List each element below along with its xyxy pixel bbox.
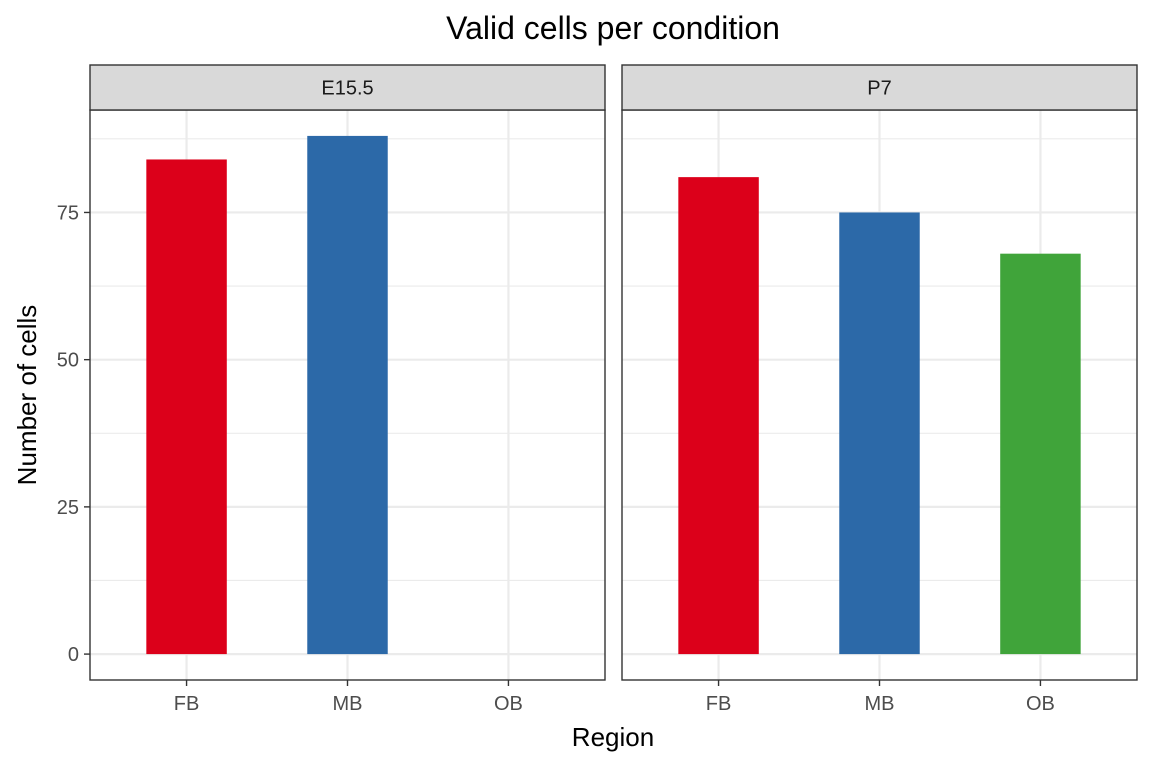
facet-panels: E15.5 FB MB OB P7 FB MB OB (89, 64, 1138, 715)
bar-P7-FB (678, 177, 759, 655)
bar-P7-OB (1000, 253, 1081, 655)
bar-E15.5-MB (307, 135, 388, 655)
bar-P7-MB (839, 212, 920, 655)
facet-strip-label: E15.5 (321, 78, 373, 100)
x-tick-label: MB (865, 693, 895, 715)
x-axis-title: Region (572, 722, 654, 752)
facet-panel-E15.5: E15.5 FB MB OB (89, 64, 606, 715)
x-tick-label: OB (494, 693, 523, 715)
x-tick-label: MB (333, 693, 363, 715)
facet-strip (89, 64, 606, 111)
bar-E15.5-FB (146, 159, 227, 655)
chart-title: Valid cells per condition (446, 10, 780, 46)
x-tick-label: FB (706, 693, 732, 715)
facet-panel-P7: P7 FB MB OB (621, 64, 1138, 715)
y-tick-label: 25 (57, 497, 79, 519)
x-tick-label: FB (174, 693, 200, 715)
facet-strip-label: P7 (867, 78, 891, 100)
y-tick-label: 0 (68, 644, 79, 666)
y-tick-label: 50 (57, 350, 79, 372)
y-axis: 0 25 50 75 (57, 202, 90, 666)
x-tick-label: OB (1026, 693, 1055, 715)
y-tick-label: 75 (57, 202, 79, 224)
facet-strip (621, 64, 1138, 111)
y-axis-title: Number of cells (12, 305, 42, 486)
